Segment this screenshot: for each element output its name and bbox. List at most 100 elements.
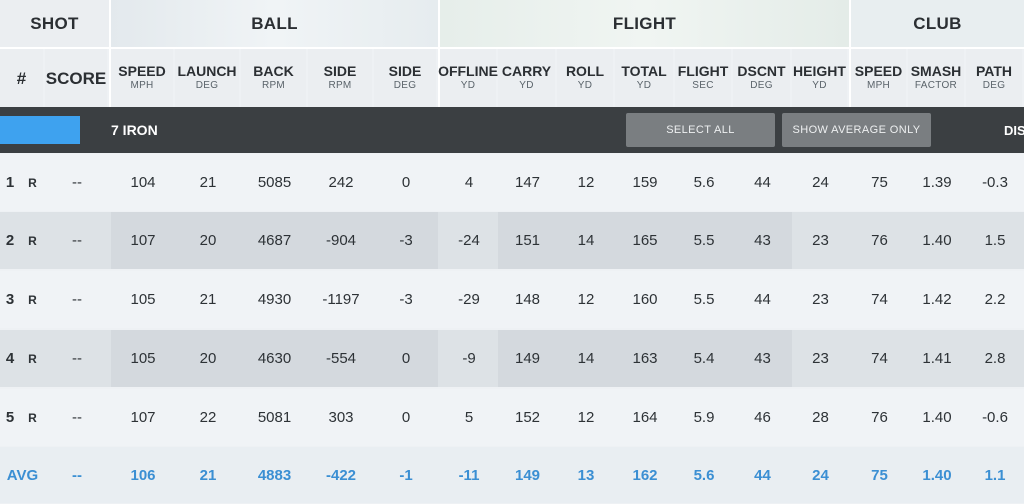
table-cell: 20 <box>175 330 241 387</box>
column-header[interactable]: SCORE <box>45 49 107 107</box>
column-header[interactable]: SPEED MPH <box>851 49 906 107</box>
shot-hand: R <box>28 351 37 366</box>
column-header-label: PATH <box>975 63 1013 79</box>
table-cell: -24 <box>458 232 480 249</box>
column-header-unit: YD <box>460 80 476 91</box>
average-cell: -1 <box>399 467 413 484</box>
column-header[interactable]: LAUNCH DEG <box>175 49 239 107</box>
column-header-unit: SEC <box>692 80 714 91</box>
club-color-swatch[interactable] <box>0 116 80 144</box>
column-header[interactable]: PATH DEG <box>966 49 1022 107</box>
shot-number: 1 <box>5 174 15 191</box>
group-shot: SHOT <box>0 0 109 47</box>
average-label: AVG <box>6 467 39 484</box>
column-header-label: LAUNCH <box>177 63 237 79</box>
column-header-label: SPEED <box>854 63 903 79</box>
table-cell: 164 <box>632 409 658 426</box>
show-average-only-button[interactable]: SHOW AVERAGE ONLY <box>782 113 931 147</box>
column-header-label: OFFLINE <box>438 63 498 79</box>
column-header-unit: DEG <box>982 80 1006 91</box>
table-cell: 43 <box>733 330 792 387</box>
column-header-unit: DEG <box>195 80 219 91</box>
group-flight-label: FLIGHT <box>612 13 677 33</box>
column-header[interactable]: DSCNT DEG <box>733 49 790 107</box>
column-header[interactable]: SPEED MPH <box>111 49 173 107</box>
shot-hand: R <box>28 233 37 248</box>
table-cell: 12 <box>577 291 595 308</box>
column-header-unit: RPM <box>261 80 286 91</box>
select-all-button[interactable]: SELECT ALL <box>626 113 775 147</box>
group-shot-label: SHOT <box>30 13 79 33</box>
table-cell: 1.40 <box>922 232 952 249</box>
shot-number: 2 <box>5 232 15 249</box>
table-cell: 1.39 <box>922 174 952 191</box>
shot-score: -- <box>72 291 82 308</box>
table-cell: 105 <box>111 330 175 387</box>
table-cell: 147 <box>514 174 541 191</box>
table-cell: 1.5 <box>984 232 1006 249</box>
average-cell: 1.1 <box>984 467 1006 484</box>
table-cell: 4 <box>464 174 474 191</box>
table-row[interactable]: 1 R -- 104 21 5085 242 0 4 147 12 159 5.6 44 24 75 1.39 -… <box>0 154 1024 211</box>
column-header[interactable]: CARRY YD <box>498 49 555 107</box>
average-row: AVG -- 106 21 4883 -422 -1 -11 149 13 162 5.6 44 24 75… <box>0 447 1024 503</box>
table-cell: 2.2 <box>984 291 1006 308</box>
table-cell: -0.3 <box>982 174 1008 191</box>
table-cell: -29 <box>458 291 480 308</box>
column-header[interactable]: SIDE DEG <box>374 49 436 107</box>
truncated-label: DIS <box>1004 122 1024 138</box>
table-cell: 4630 <box>241 330 308 387</box>
column-header[interactable]: SIDE RPM <box>308 49 372 107</box>
shot-score: -- <box>72 232 82 249</box>
table-cell: 149 <box>498 330 557 387</box>
average-score: -- <box>72 467 82 484</box>
group-club: CLUB <box>851 0 1024 47</box>
table-row[interactable]: 3 R -- 105 21 4930 -1197 -3 -29 148 12 160 5.5 44 23 74… <box>0 271 1024 328</box>
column-header-label: SCORE <box>45 68 107 88</box>
table-cell: 165 <box>615 212 675 269</box>
table-row[interactable]: 5 R -- 107 22 5081 303 0 5 152 12 164 5.9 46 28 76 1.40-… <box>0 389 1024 446</box>
table-cell: 5.4 <box>675 330 733 387</box>
average-cell: 13 <box>577 467 595 484</box>
group-club-label: CLUB <box>913 13 962 33</box>
column-header-label: # <box>16 68 27 88</box>
table-cell: 44 <box>754 174 771 191</box>
column-header[interactable]: TOTAL YD <box>615 49 673 107</box>
column-header-unit: DEG <box>750 80 773 91</box>
column-header[interactable]: SMASH FACTOR <box>908 49 964 107</box>
table-cell: 5.5 <box>675 212 733 269</box>
shot-hand: R <box>28 292 37 307</box>
table-cell: 2.8 <box>984 350 1006 367</box>
table-row[interactable]: 2 R -- 107 20 4687 -904 -3 -24 151 14 165 5.5 43 23 76 1… <box>0 212 1024 269</box>
average-cell: 5.6 <box>693 467 715 484</box>
table-cell: -3 <box>374 212 438 269</box>
table-cell: 12 <box>577 174 595 191</box>
table-cell: 28 <box>812 409 829 426</box>
column-header-unit: MPH <box>130 80 154 91</box>
column-header[interactable]: HEIGHT YD <box>792 49 847 107</box>
column-header-label: SPEED <box>118 63 166 79</box>
column-header-unit: MPH <box>866 80 891 91</box>
table-cell: -9 <box>462 350 476 367</box>
table-cell: 1.41 <box>922 350 952 367</box>
table-cell: 5.6 <box>693 174 715 191</box>
table-cell: 242 <box>328 174 354 191</box>
table-cell: -1197 <box>322 291 360 308</box>
table-cell: 24 <box>812 174 829 191</box>
table-cell: 20 <box>175 212 241 269</box>
table-cell: 152 <box>514 409 541 426</box>
average-cell: -422 <box>325 467 357 484</box>
table-cell: 75 <box>871 174 888 191</box>
table-row[interactable]: 4 R -- 105 20 4630 -554 0 -9 149 14 163 5.4 43 23 74 1.4… <box>0 330 1024 387</box>
table-cell: 5081 <box>257 409 292 426</box>
table-cell: 0 <box>374 330 438 387</box>
shot-number: 3 <box>5 291 15 308</box>
column-header[interactable]: FLIGHT SEC <box>675 49 731 107</box>
column-header[interactable]: BACK RPM <box>241 49 306 107</box>
table-cell: 104 <box>130 174 156 191</box>
column-header-unit: YD <box>636 80 652 91</box>
column-header[interactable]: OFFLINE YD <box>438 49 498 107</box>
column-header[interactable]: # <box>0 49 43 107</box>
table-cell: 12 <box>577 409 595 426</box>
column-header[interactable]: ROLL YD <box>557 49 613 107</box>
